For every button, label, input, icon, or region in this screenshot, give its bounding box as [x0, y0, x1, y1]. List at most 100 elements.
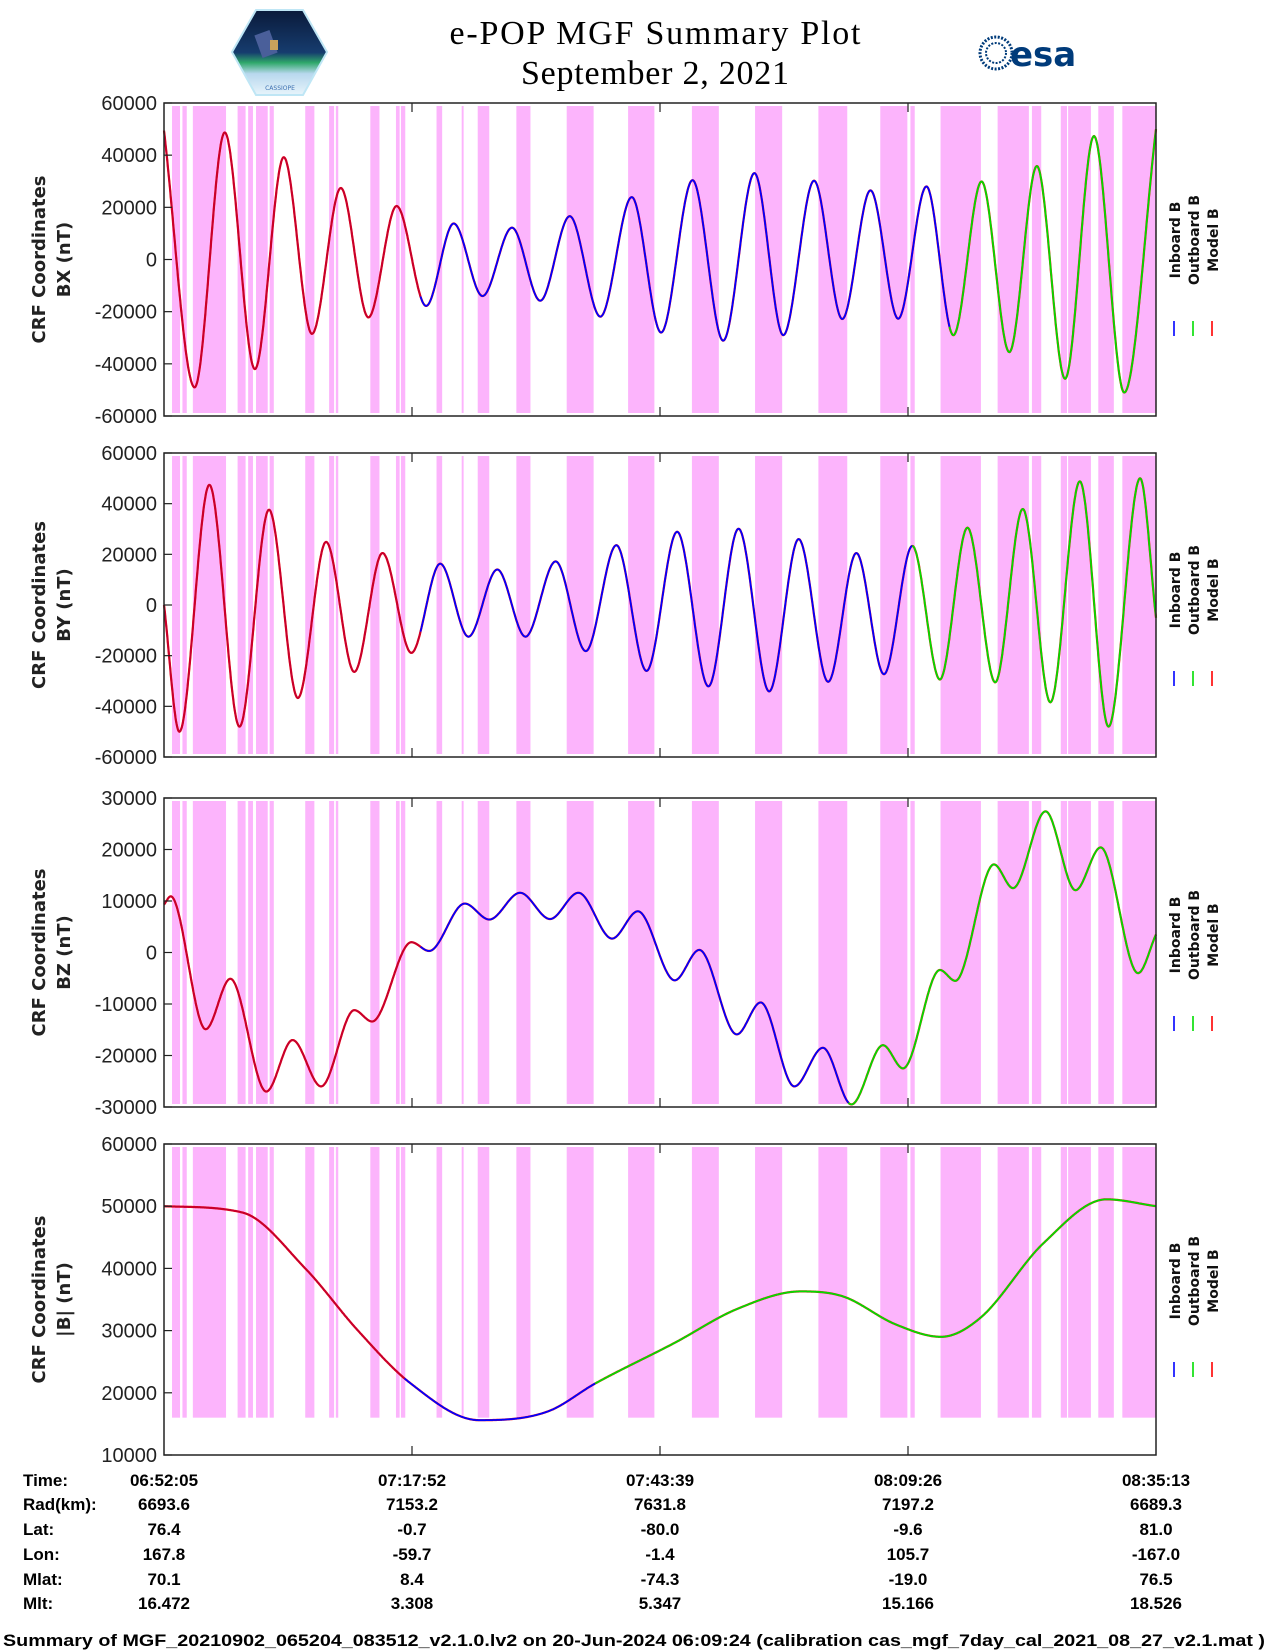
- plot-panels: 60000 40000 20000 0 -20000 -40000 -60000 CRF Co…: [29, 93, 1222, 1467]
- ephemeris-value: 7197.2: [882, 1495, 934, 1514]
- shaded-interval: [880, 456, 908, 754]
- legend-label: Inboard B: [1168, 1243, 1184, 1320]
- ephemeris-value: 07:17:52: [378, 1471, 446, 1490]
- model_over_inboard-b-line: [163, 895, 422, 1093]
- shaded-interval: [461, 456, 464, 754]
- ephemeris-value: -167.0: [1132, 1545, 1180, 1564]
- shaded-interval: [436, 456, 443, 754]
- y-tick-label: 30000: [101, 1321, 157, 1343]
- outboard-b-line: [948, 128, 1157, 394]
- shaded-interval: [818, 1147, 848, 1418]
- ephemeris-value: 76.5: [1139, 1570, 1172, 1589]
- shaded-interval: [1031, 106, 1042, 413]
- shaded-interval: [182, 1147, 187, 1418]
- y-tick-label: 40000: [101, 1258, 157, 1280]
- satellite-icon: [254, 29, 278, 59]
- y-tick-label: -40000: [95, 354, 157, 376]
- y-tick-label: -20000: [95, 646, 157, 668]
- cassiope-logo: CASSIOPE: [230, 9, 329, 96]
- panel-bz: 30000 20000 10000 0 -10000 -20000 -30000 CRF Co…: [29, 788, 1222, 1119]
- shaded-interval: [172, 456, 181, 754]
- shaded-interval: [1098, 106, 1114, 413]
- y-tick-label: -60000: [95, 747, 157, 769]
- shaded-interval: [269, 106, 274, 413]
- ephemeris-value: 06:52:05: [130, 1471, 198, 1490]
- shaded-interval: [910, 1147, 915, 1418]
- y-tick-label: 10000: [101, 891, 157, 913]
- shaded-interval: [910, 456, 915, 754]
- shaded-interval: [818, 106, 848, 413]
- ephemeris-value: 07:43:39: [626, 1471, 694, 1490]
- shaded-interval: [172, 1147, 181, 1418]
- shaded-interval: [395, 1147, 400, 1418]
- y-axis-label: CRF Coordinates: [29, 176, 50, 344]
- shaded-interval: [628, 456, 655, 754]
- shaded-interval: [248, 456, 253, 754]
- y-tick-label: 10000: [101, 1445, 157, 1467]
- shaded-interval: [997, 456, 1029, 754]
- shaded-interval: [305, 801, 315, 1104]
- legend-label: Outboard B: [1187, 545, 1203, 635]
- ephemeris-row-label: Mlt:: [23, 1594, 53, 1613]
- shaded-interval: [400, 1147, 406, 1418]
- ephemeris-row-label: Rad(km):: [23, 1495, 97, 1514]
- panel-bmag: 60000 50000 40000 30000 20000 10000 CRF Coordi…: [29, 1134, 1222, 1467]
- ephemeris-value: 81.0: [1139, 1520, 1172, 1539]
- shaded-interval: [516, 801, 531, 1104]
- shaded-interval: [370, 106, 380, 413]
- shaded-interval: [256, 801, 268, 1104]
- shaded-interval: [192, 456, 227, 754]
- shaded-interval: [436, 801, 443, 1104]
- inboard-b-line: [403, 1377, 596, 1422]
- legend-label: Outboard B: [1187, 890, 1203, 980]
- inboard-b-line: [419, 172, 951, 342]
- ephemeris-row-label: Lon:: [23, 1545, 60, 1564]
- shaded-interval: [628, 106, 655, 413]
- model_over_inboard-b-line: [163, 130, 422, 389]
- ephemeris-value: 6689.3: [1130, 1495, 1182, 1514]
- shaded-interval: [818, 456, 848, 754]
- y-tick-label: 40000: [101, 145, 157, 167]
- y-axis-label: CRF Coordinates: [29, 1216, 50, 1384]
- shaded-interval: [400, 106, 406, 413]
- shaded-interval: [1122, 106, 1156, 413]
- shaded-interval: [818, 801, 848, 1104]
- ephemeris-row-label: Time:: [23, 1471, 68, 1490]
- y-tick-label: 0: [146, 250, 157, 272]
- y-axis-label: CRF Coordinates: [29, 869, 50, 1037]
- ephemeris-value: 8.4: [400, 1570, 424, 1589]
- y-axis-label: BX (nT): [54, 222, 75, 297]
- ephemeris-value: 6693.6: [138, 1495, 190, 1514]
- shaded-interval: [305, 456, 315, 754]
- shaded-interval: [1068, 1147, 1091, 1418]
- y-tick-label: 20000: [101, 1383, 157, 1405]
- ephemeris-value: 76.4: [147, 1520, 181, 1539]
- shaded-interval: [248, 801, 253, 1104]
- shaded-interval: [256, 1147, 268, 1418]
- ephemeris-value: -19.0: [889, 1570, 928, 1589]
- y-axis-label: BZ (nT): [54, 915, 75, 990]
- shaded-interval: [182, 456, 187, 754]
- esa-logo: esa: [978, 35, 1076, 75]
- shaded-interval: [566, 106, 594, 413]
- outboard-b-line: [847, 810, 1157, 1106]
- shaded-interval: [940, 456, 981, 754]
- legend-label: Model B: [1206, 903, 1222, 966]
- y-tick-label: 0: [146, 595, 157, 617]
- shaded-interval: [477, 1147, 490, 1418]
- shaded-interval: [628, 801, 655, 1104]
- ephemeris-value: -80.0: [641, 1520, 680, 1539]
- shaded-interval: [516, 1147, 531, 1418]
- outboard-b-line: [594, 1198, 1157, 1385]
- ephemeris-value: 16.472: [138, 1594, 190, 1613]
- shaded-interval: [461, 106, 464, 413]
- shaded-interval: [329, 801, 335, 1104]
- shaded-interval: [1122, 1147, 1156, 1418]
- y-tick-label: 20000: [101, 840, 157, 862]
- shaded-interval: [1068, 801, 1091, 1104]
- shaded-interval: [329, 1147, 335, 1418]
- ephemeris-row-label: Mlat:: [23, 1570, 63, 1589]
- shaded-interval: [1060, 801, 1068, 1104]
- shaded-interval: [256, 106, 268, 413]
- shaded-interval: [237, 456, 246, 754]
